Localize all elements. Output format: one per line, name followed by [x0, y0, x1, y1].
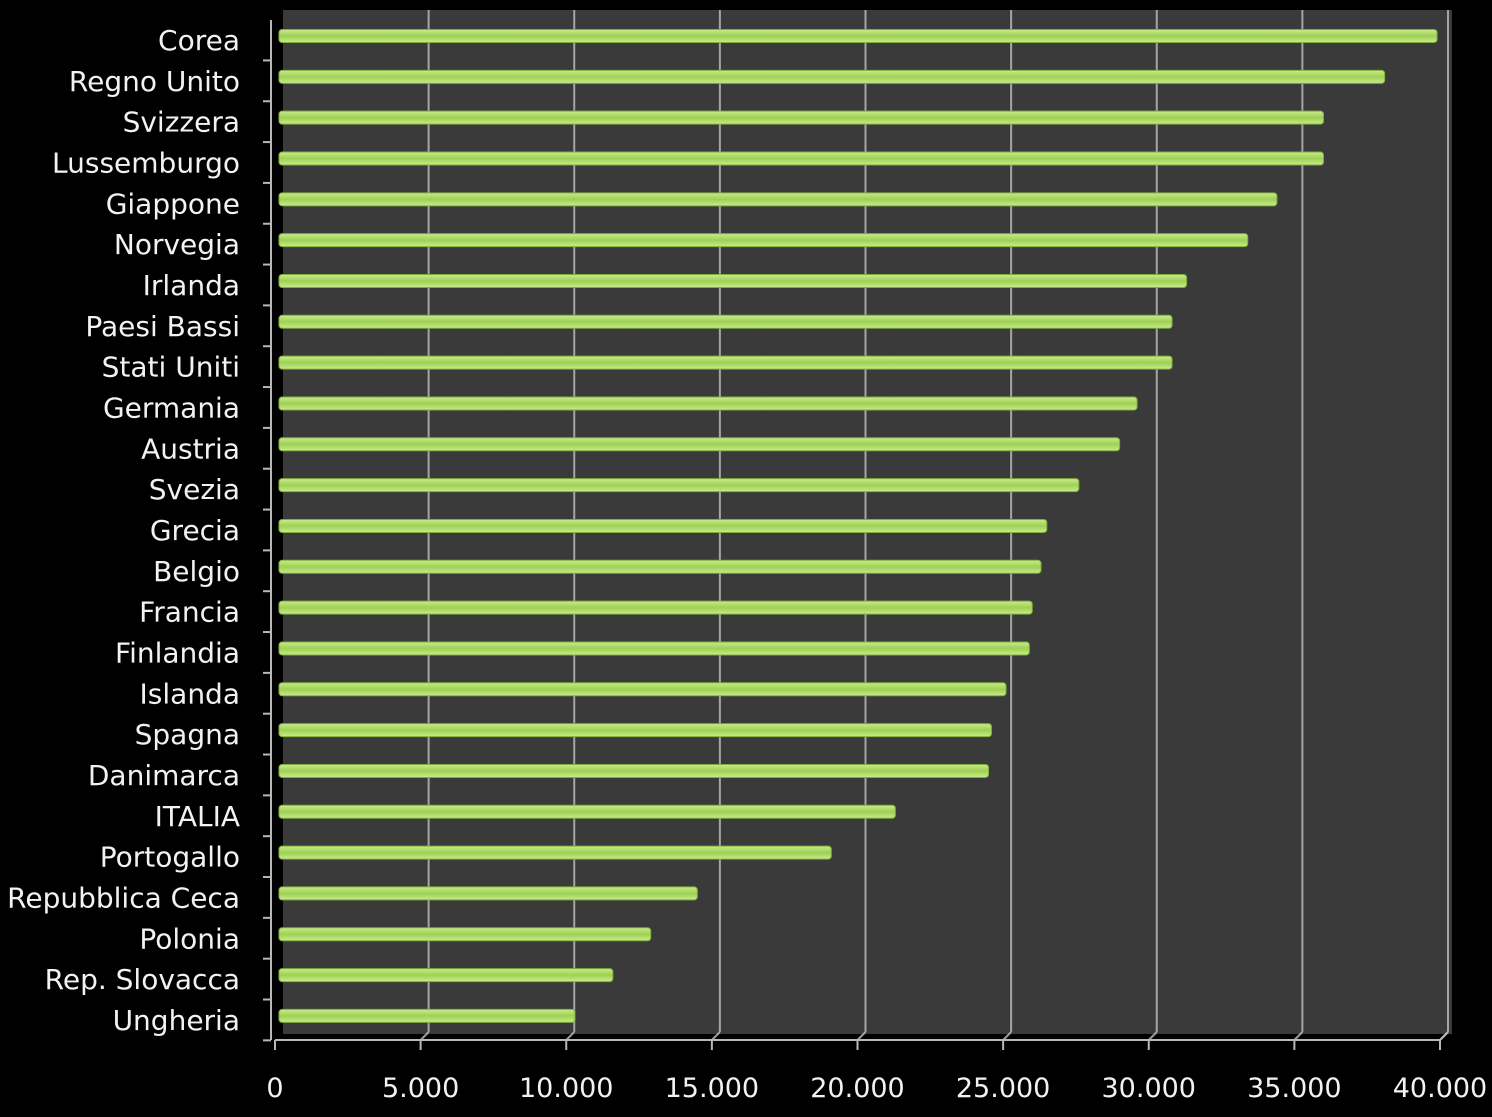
x-tick-label: 35.000: [1247, 1073, 1341, 1104]
bar: [278, 804, 896, 819]
x-axis-corner: [1439, 1031, 1449, 1041]
bar: [278, 355, 1173, 370]
gridline-floor: [711, 1031, 721, 1041]
bar: [278, 682, 1007, 697]
category-label: Corea: [158, 24, 240, 57]
category-label: Islanda: [140, 677, 240, 710]
bar: [278, 559, 1042, 574]
bar: [278, 845, 832, 860]
x-tick-label: 25.000: [956, 1073, 1050, 1104]
category-label: Danimarca: [88, 759, 240, 792]
bar: [278, 886, 698, 901]
category-label: Irlanda: [143, 269, 240, 302]
x-tick-label: 10.000: [519, 1073, 613, 1104]
category-label: Lussemburgo: [52, 146, 240, 179]
category-label: Finlandia: [115, 636, 240, 669]
category-label: Austria: [141, 432, 240, 465]
bar: [278, 396, 1138, 411]
bar: [278, 29, 1438, 43]
bar: [278, 478, 1080, 493]
gridline-floor: [1148, 1031, 1158, 1041]
gridline-floor: [419, 1031, 430, 1041]
bar: [278, 641, 1030, 656]
bar: [278, 151, 1324, 166]
gridline-floor: [1002, 1031, 1012, 1041]
bar: [278, 723, 992, 738]
bar: [278, 314, 1173, 329]
category-label: Germania: [103, 391, 240, 424]
category-label: Portogallo: [100, 841, 240, 874]
x-tick-label: 15.000: [665, 1073, 759, 1104]
category-label: Svizzera: [123, 106, 240, 139]
x-tick-label: 5.000: [382, 1073, 459, 1104]
category-label: Giappone: [106, 187, 240, 220]
gridline-floor: [856, 1031, 867, 1041]
x-tick-label: 30.000: [1102, 1073, 1196, 1104]
gridline-floor: [565, 1031, 575, 1041]
bar: [278, 763, 990, 778]
category-label: Ungheria: [113, 1004, 240, 1037]
bar: [278, 1008, 576, 1023]
category-label: Polonia: [139, 922, 240, 955]
x-tick-label: 40.000: [1393, 1073, 1487, 1104]
x-tick-label: 0: [266, 1073, 283, 1104]
category-label: Repubblica Ceca: [7, 881, 240, 914]
category-label: Regno Unito: [69, 65, 240, 98]
category-label: Svezia: [149, 473, 240, 506]
bar: [278, 968, 614, 983]
bar: [278, 927, 652, 942]
bar: [278, 69, 1386, 84]
bar: [278, 233, 1249, 248]
category-label: Spagna: [135, 718, 240, 751]
category-label: Francia: [139, 596, 240, 629]
gridline-floor: [1293, 1031, 1304, 1041]
category-label: Belgio: [153, 555, 240, 588]
bar: [278, 192, 1278, 207]
category-label: Rep. Slovacca: [45, 963, 240, 996]
bar: [278, 518, 1048, 533]
bar: [278, 600, 1033, 615]
bar: [278, 273, 1188, 288]
category-label: ITALIA: [155, 800, 240, 833]
x-tick-label: 20.000: [810, 1073, 904, 1104]
category-label: Stati Uniti: [102, 351, 240, 384]
category-label: Norvegia: [114, 228, 240, 261]
category-label: Paesi Bassi: [85, 310, 240, 343]
bar: [278, 437, 1121, 452]
bar: [278, 110, 1324, 125]
category-label: Grecia: [150, 514, 240, 547]
